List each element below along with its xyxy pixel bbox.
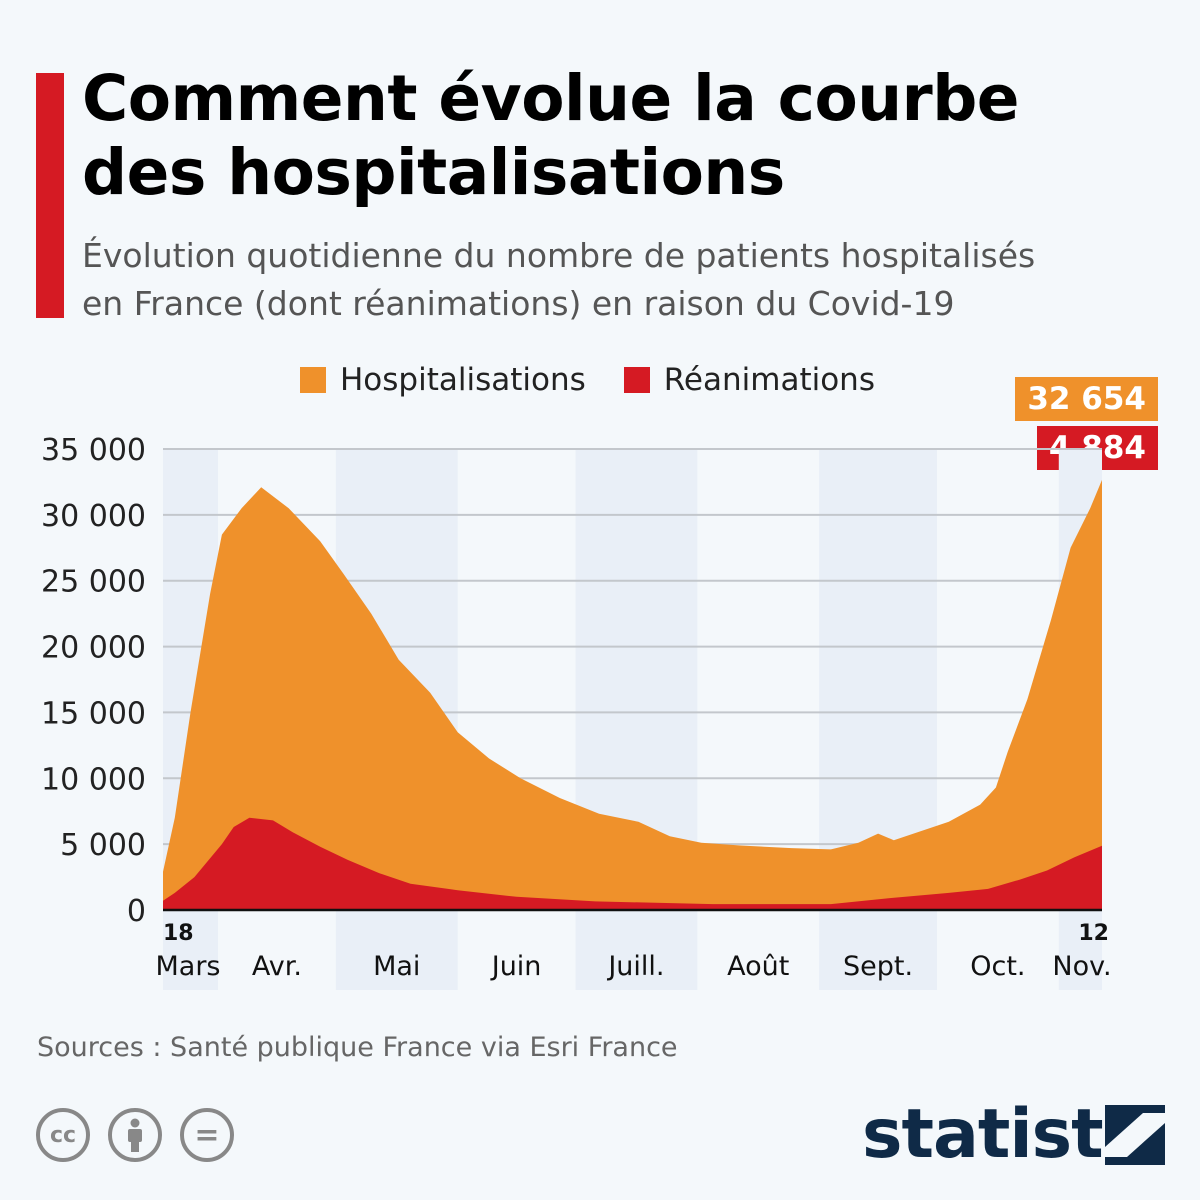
last-value-hosp: 32 654 [1015,377,1158,421]
subtitle-line: Évolution quotidienne du nombre de patie… [82,236,1036,275]
y-tick-label: 0 [127,894,146,929]
area-hospitalisations [163,479,1102,910]
nd-glyph: = [194,1117,220,1153]
month-label: Avr. [252,951,302,982]
y-tick-label: 35 000 [41,433,146,468]
subtitle-line: en France (dont réanimations) en raison … [82,284,955,323]
legend-item-reanimations: Réanimations [623,362,875,398]
month-label: Mars [155,951,220,982]
legend: Hospitalisations Réanimations [300,362,875,398]
y-tick-label: 30 000 [41,499,146,534]
page-title: Comment évolue la courbe des hospitalisa… [82,62,1020,210]
x-end-label: 12 [1078,921,1109,946]
title-line: Comment évolue la courbe [82,62,1020,135]
attribution-icon [108,1108,162,1162]
y-tick-label: 15 000 [41,696,146,731]
brand-text: statista [862,1095,1149,1174]
legend-label: Hospitalisations [340,362,586,398]
y-tick-label: 25 000 [41,565,146,600]
cc-glyph: cc [49,1122,77,1148]
cc-icon: cc [36,1108,90,1162]
subtitle: Évolution quotidienne du nombre de patie… [82,232,1035,328]
legend-item-hospitalisations: Hospitalisations [300,362,586,398]
month-label: Juill. [606,951,664,982]
legend-swatch [300,367,326,393]
area-ranimations [163,817,1102,910]
month-label: Août [727,951,789,982]
month-label: Nov. [1052,951,1111,982]
no-derivatives-icon: = [180,1108,234,1162]
y-tick-label: 20 000 [41,631,146,666]
accent-bar [36,73,64,318]
month-label: Sept. [843,951,913,982]
statista-logo-icon [1105,1105,1165,1165]
source-note: Sources : Santé publique France via Esri… [37,1032,678,1063]
title-line: des hospitalisations [82,136,785,209]
legend-swatch [623,367,650,393]
y-tick-label: 5 000 [60,828,146,863]
area-chart: 0 5 000 10 000 15 000 20 000 25 000 30 000 35 0… [41,433,1112,990]
month-label: Juin [490,951,542,982]
statista-logo: statista [862,1095,1149,1174]
legend-label: Réanimations [663,362,875,398]
x-start-label: 18 [163,921,194,946]
y-tick-label: 10 000 [41,762,146,797]
month-label: Mai [373,951,420,982]
month-label: Oct. [970,951,1025,982]
